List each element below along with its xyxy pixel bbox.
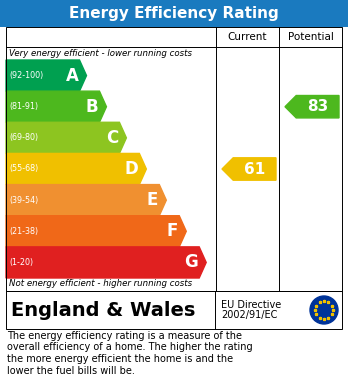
Polygon shape (6, 91, 106, 122)
Bar (6, 291, 342, 329)
Text: The energy efficiency rating is a measure of the: The energy efficiency rating is a measur… (7, 331, 242, 341)
Polygon shape (6, 60, 87, 91)
Polygon shape (6, 216, 186, 247)
Text: Potential: Potential (287, 32, 333, 42)
Text: G: G (184, 253, 198, 271)
Polygon shape (6, 185, 166, 216)
Bar (0, 0, 348, 27)
Text: (1-20): (1-20) (9, 258, 33, 267)
Text: Very energy efficient - lower running costs: Very energy efficient - lower running co… (9, 49, 192, 58)
Text: (81-91): (81-91) (9, 102, 38, 111)
Polygon shape (6, 153, 147, 185)
Text: (92-100): (92-100) (9, 71, 43, 80)
Text: the more energy efficient the home is and the: the more energy efficient the home is an… (7, 354, 233, 364)
Text: 2002/91/EC: 2002/91/EC (221, 310, 277, 320)
Polygon shape (285, 95, 339, 118)
Text: 61: 61 (244, 161, 265, 176)
Text: Not energy efficient - higher running costs: Not energy efficient - higher running co… (9, 279, 192, 288)
Text: 83: 83 (307, 99, 328, 114)
Text: (21-38): (21-38) (9, 227, 38, 236)
Text: lower the fuel bills will be.: lower the fuel bills will be. (7, 366, 135, 375)
Text: England & Wales: England & Wales (11, 301, 195, 319)
Text: (55-68): (55-68) (9, 165, 38, 174)
Bar (6, 27, 342, 291)
Text: D: D (125, 160, 139, 178)
Polygon shape (6, 247, 206, 278)
Text: (39-54): (39-54) (9, 196, 38, 204)
Polygon shape (6, 122, 126, 153)
Text: overall efficiency of a home. The higher the rating: overall efficiency of a home. The higher… (7, 343, 253, 353)
Circle shape (310, 296, 338, 324)
Text: EU Directive: EU Directive (221, 300, 281, 310)
Polygon shape (222, 158, 276, 180)
Text: B: B (86, 98, 98, 116)
Text: A: A (66, 66, 79, 84)
Text: E: E (147, 191, 158, 209)
Text: F: F (167, 222, 178, 240)
Text: Energy Efficiency Rating: Energy Efficiency Rating (69, 6, 279, 21)
Text: (69-80): (69-80) (9, 133, 38, 142)
Text: C: C (106, 129, 118, 147)
Text: Current: Current (228, 32, 267, 42)
